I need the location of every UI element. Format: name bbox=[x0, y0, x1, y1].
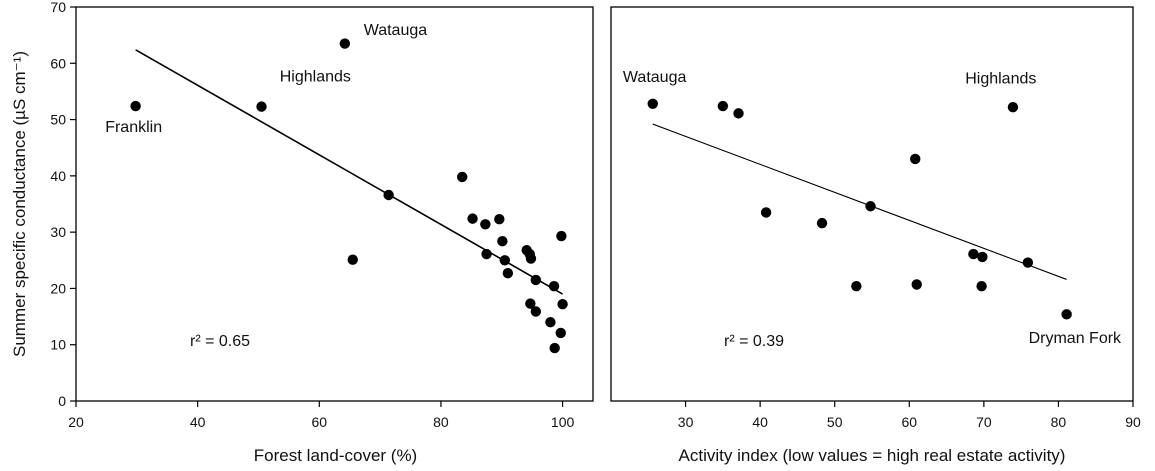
data-point bbox=[647, 98, 658, 110]
regression-line bbox=[652, 123, 1067, 280]
x-tick-label: 90 bbox=[1125, 414, 1141, 430]
x-tick-label: 100 bbox=[551, 414, 575, 430]
y-tick-label: 50 bbox=[50, 112, 66, 128]
data-point bbox=[549, 342, 560, 354]
x-tick-label: 70 bbox=[976, 414, 992, 430]
x-tick-label: 40 bbox=[190, 414, 206, 430]
data-point bbox=[457, 171, 468, 183]
x-tick-label: 40 bbox=[752, 414, 768, 430]
data-point bbox=[555, 327, 566, 339]
y-tick-label: 20 bbox=[50, 280, 66, 296]
data-point bbox=[733, 108, 744, 119]
data-point bbox=[130, 100, 141, 112]
x-axis-label: Activity index (low values = high real e… bbox=[679, 446, 1066, 465]
x-tick-label: 80 bbox=[433, 414, 449, 430]
data-point bbox=[494, 213, 505, 225]
data-point bbox=[530, 306, 542, 317]
y-tick-label: 0 bbox=[58, 393, 66, 409]
point-annotation: Watauga bbox=[364, 22, 428, 39]
data-point bbox=[256, 101, 267, 112]
y-tick-label: 40 bbox=[50, 168, 66, 184]
data-point bbox=[347, 254, 358, 265]
plot-frame bbox=[75, 6, 594, 402]
data-point bbox=[525, 298, 536, 309]
data-point bbox=[816, 217, 828, 229]
r-squared-label: r² = 0.39 bbox=[724, 333, 784, 350]
x-tick-label: 30 bbox=[678, 414, 694, 430]
data-point bbox=[497, 235, 508, 247]
point-annotation: Highlands bbox=[280, 68, 351, 85]
x-axis-label: Forest land-cover (%) bbox=[254, 446, 417, 465]
data-point bbox=[339, 38, 351, 49]
data-point bbox=[556, 230, 567, 242]
point-annotation: Watauga bbox=[623, 69, 687, 86]
point-annotation: Franklin bbox=[105, 119, 162, 136]
x-tick-label: 20 bbox=[68, 414, 84, 430]
y-tick-label: 10 bbox=[50, 337, 66, 353]
data-point bbox=[851, 280, 862, 292]
r-squared-label: r² = 0.65 bbox=[190, 333, 250, 350]
data-point bbox=[557, 298, 568, 310]
left-scatter-panel: 20 40 60 80 100 0 10 20 30 40 50 60 70 Forest land-co… bbox=[10, 0, 594, 465]
y-tick-label: 60 bbox=[50, 55, 66, 71]
x-tick-label: 50 bbox=[827, 414, 843, 430]
data-point bbox=[1007, 101, 1019, 113]
point-annotation: Highlands bbox=[965, 71, 1036, 88]
data-point bbox=[1061, 309, 1072, 320]
x-tick-label: 80 bbox=[1051, 414, 1067, 430]
data-point bbox=[976, 280, 987, 292]
data-point bbox=[968, 248, 979, 260]
data-point bbox=[530, 274, 542, 286]
data-point bbox=[911, 279, 922, 290]
y-tick-label: 70 bbox=[50, 0, 66, 15]
x-tick-label: 60 bbox=[312, 414, 328, 430]
y-tick-label: 30 bbox=[50, 224, 66, 240]
data-point bbox=[525, 253, 537, 264]
data-point bbox=[467, 213, 478, 224]
data-point bbox=[910, 153, 921, 165]
data-point bbox=[499, 255, 511, 266]
data-point bbox=[481, 248, 492, 260]
y-axis-label: Summer specific conductance (µS cm⁻¹) bbox=[10, 51, 29, 357]
x-tick-label: 60 bbox=[901, 414, 917, 430]
data-point bbox=[760, 207, 772, 218]
data-point bbox=[545, 317, 556, 328]
data-point bbox=[865, 201, 876, 212]
plot-frame bbox=[610, 6, 1134, 402]
data-point bbox=[502, 268, 514, 279]
data-point bbox=[717, 100, 729, 112]
data-point bbox=[548, 280, 560, 292]
point-annotation: Dryman Fork bbox=[1029, 330, 1122, 347]
right-scatter-panel: 30 40 50 60 70 80 90 Activity index (low values… bbox=[610, 6, 1141, 465]
data-point bbox=[480, 219, 491, 230]
data-point bbox=[1022, 257, 1034, 268]
data-point bbox=[977, 251, 988, 263]
data-point bbox=[383, 189, 394, 201]
